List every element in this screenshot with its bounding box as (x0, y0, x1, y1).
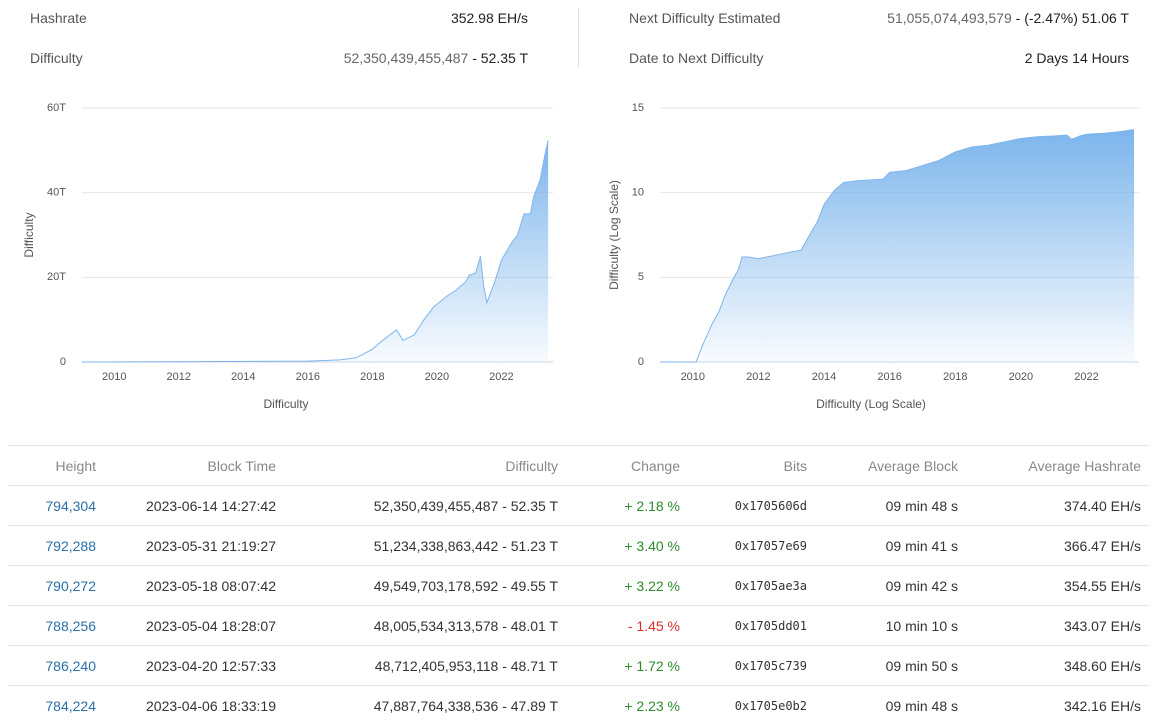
table-cell: 366.47 EH/s (966, 526, 1149, 566)
table-cell: 09 min 48 s (815, 486, 966, 526)
table-cell: 343.07 EH/s (966, 606, 1149, 646)
table-cell: 2023-05-04 18:28:07 (104, 606, 284, 646)
table-cell: + 2.18 % (566, 486, 688, 526)
area (660, 130, 1134, 362)
table-cell: 2023-05-18 08:07:42 (104, 566, 284, 606)
block-link[interactable]: 786,240 (8, 646, 104, 686)
x-tick-label: 2022 (489, 371, 513, 383)
table-cell: 51,234,338,863,442 - 51.23 T (284, 526, 566, 566)
column-header: Change (566, 446, 688, 486)
table-cell: 0x1705ae3a (688, 566, 815, 606)
y-tick-label: 10 (632, 187, 644, 199)
table-cell: 47,887,764,338,536 - 47.89 T (284, 686, 566, 725)
table-cell: 348.60 EH/s (966, 646, 1149, 686)
x-axis-title: Difficulty (Log Scale) (816, 397, 926, 411)
table-cell: 2023-06-14 14:27:42 (104, 486, 284, 526)
x-axis-title: Difficulty (263, 397, 308, 411)
table-cell: 354.55 EH/s (966, 566, 1149, 606)
x-tick-label: 2012 (746, 371, 770, 383)
x-tick-label: 2020 (425, 371, 449, 383)
y-tick-label: 5 (638, 271, 644, 283)
table-cell: 0x1705c739 (688, 646, 815, 686)
column-header: Difficulty (284, 446, 566, 486)
y-tick-label: 20T (47, 271, 66, 283)
column-header: Block Time (104, 446, 284, 486)
table-cell: 48,712,405,953,118 - 48.71 T (284, 646, 566, 686)
charts: 0 20T 40T 60T 2010 2012 2014 2016 2018 2020 2022 Di… (0, 0, 1161, 440)
table-cell: 0x1705dd01 (688, 606, 815, 646)
y-tick-label: 40T (47, 187, 66, 199)
x-tick-label: 2010 (102, 371, 126, 383)
table-cell: 48,005,534,313,578 - 48.01 T (284, 606, 566, 646)
x-tick-label: 2020 (1009, 371, 1033, 383)
x-tick-label: 2010 (681, 371, 705, 383)
area (82, 140, 548, 362)
x-tick-label: 2018 (360, 371, 384, 383)
column-header: Height (8, 446, 104, 486)
x-tick-label: 2012 (167, 371, 191, 383)
y-tick-label: 15 (632, 102, 644, 114)
x-tick-label: 2016 (296, 371, 320, 383)
table-cell: 2023-04-06 18:33:19 (104, 686, 284, 725)
block-link[interactable]: 792,288 (8, 526, 104, 566)
table-cell: 0x1705606d (688, 486, 815, 526)
table-cell: - 1.45 % (566, 606, 688, 646)
block-link[interactable]: 784,224 (8, 686, 104, 725)
table-cell: 52,350,439,455,487 - 52.35 T (284, 486, 566, 526)
block-link[interactable]: 790,272 (8, 566, 104, 606)
y-axis-title: Difficulty (22, 212, 36, 257)
table-cell: 342.16 EH/s (966, 686, 1149, 725)
table-cell: 374.40 EH/s (966, 486, 1149, 526)
table-cell: 09 min 42 s (815, 566, 966, 606)
table-cell: 09 min 48 s (815, 686, 966, 725)
table-cell: 0x17057e69 (688, 526, 815, 566)
x-tick-label: 2014 (231, 371, 255, 383)
table-cell: 2023-04-20 12:57:33 (104, 646, 284, 686)
table-cell: + 3.40 % (566, 526, 688, 566)
column-header: Average Block (815, 446, 966, 486)
column-header: Average Hashrate (966, 446, 1149, 486)
x-tick-label: 2022 (1074, 371, 1098, 383)
table-cell: 2023-05-31 21:19:27 (104, 526, 284, 566)
table-cell: 0x1705e0b2 (688, 686, 815, 725)
block-link[interactable]: 788,256 (8, 606, 104, 646)
y-axis-title: Difficulty (Log Scale) (607, 180, 621, 290)
table-cell: + 2.23 % (566, 686, 688, 725)
table-cell: 49,549,703,178,592 - 49.55 T (284, 566, 566, 606)
x-tick-label: 2016 (877, 371, 901, 383)
table-cell: 10 min 10 s (815, 606, 966, 646)
y-tick-label: 0 (638, 356, 644, 368)
y-tick-label: 60T (47, 102, 66, 114)
table-cell: + 3.22 % (566, 566, 688, 606)
table-cell: 09 min 41 s (815, 526, 966, 566)
table-cell: 09 min 50 s (815, 646, 966, 686)
x-tick-label: 2014 (812, 371, 836, 383)
y-tick-label: 0 (60, 356, 66, 368)
x-tick-label: 2018 (943, 371, 967, 383)
table-cell: + 1.72 % (566, 646, 688, 686)
column-header: Bits (688, 446, 815, 486)
block-link[interactable]: 794,304 (8, 486, 104, 526)
